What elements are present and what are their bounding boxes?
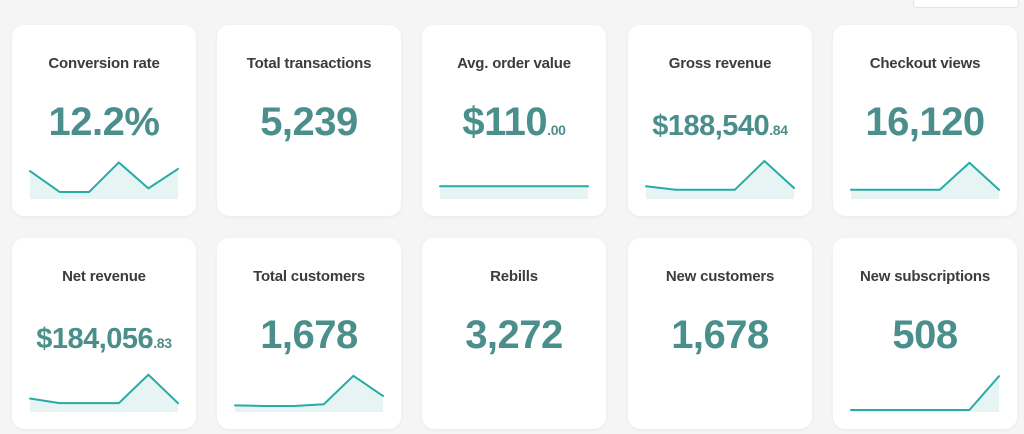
sparkline [850,375,1000,412]
sparkline-area [851,376,999,412]
sparkline-area [235,375,383,412]
card-value: 508 [892,313,958,357]
card-checkout-views[interactable]: Checkout views 16,120 [833,25,1017,216]
card-value: 1,678 [671,313,769,357]
card-value: $188,540.84 [652,110,788,142]
sparkline-line [29,373,179,405]
card-total-transactions[interactable]: Total transactions 5,239 [217,25,401,216]
card-title: Conversion rate [48,55,160,72]
sparkline-line [234,374,384,408]
card-value: 16,120 [865,100,985,144]
card-conversion-rate[interactable]: Conversion rate 12.2% [12,25,196,216]
card-value: 12.2% [48,100,160,144]
sparkline-area [30,374,178,412]
card-title: Rebills [490,268,538,285]
sparkline-line [645,160,795,191]
sparkline [645,160,795,199]
sparkline-area [30,162,178,199]
card-value: 5,239 [260,100,358,144]
sparkline-area [440,186,588,199]
sparkline [29,373,179,412]
card-title: Gross revenue [668,55,772,72]
sparkline [439,185,589,199]
card-title: Net revenue [62,268,146,285]
sparkline [850,161,1000,199]
card-new-customers[interactable]: New customers 1,678 [628,238,812,429]
card-title: New customers [665,268,775,285]
card-title: Checkout views [869,55,981,72]
card-avg-order-value[interactable]: Avg. order value $110.00 [422,25,606,216]
card-title: Total transactions [246,55,372,72]
sparkline-area [646,161,794,199]
card-title: Total customers [253,268,365,285]
sparkline [234,374,384,412]
card-value: $184,056.83 [36,323,172,355]
card-title: New subscriptions [860,268,990,285]
card-new-subscriptions[interactable]: New subscriptions 508 [833,238,1017,429]
sparkline-line [29,161,179,193]
card-title: Avg. order value [457,55,571,72]
sparkline-line [850,161,1000,191]
card-gross-revenue[interactable]: Gross revenue $188,540.84 [628,25,812,216]
card-value: 3,272 [465,313,563,357]
card-total-customers[interactable]: Total customers 1,678 [217,238,401,429]
top-right-control[interactable] [913,0,1019,8]
sparkline [29,161,179,199]
card-value: $110.00 [462,100,566,144]
card-rebills[interactable]: Rebills 3,272 [422,238,606,429]
sparkline-line [850,375,1000,411]
card-value: 1,678 [260,313,358,357]
card-net-revenue[interactable]: Net revenue $184,056.83 [12,238,196,429]
